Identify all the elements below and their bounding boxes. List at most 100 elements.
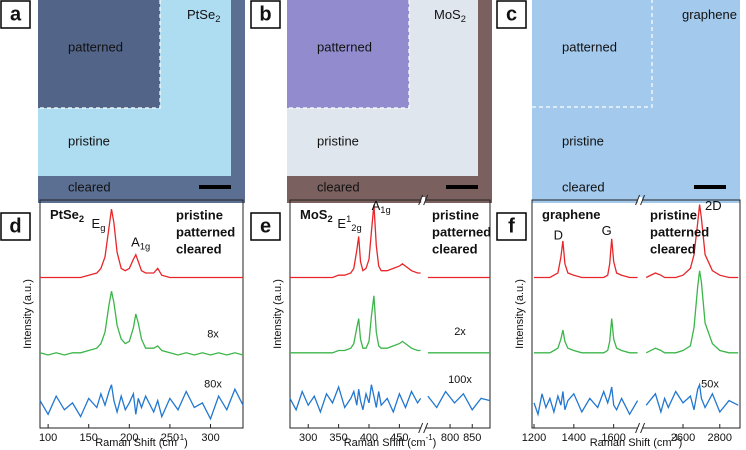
x-tick-label: 400 <box>360 432 378 444</box>
x-tick-label: 450 <box>390 432 408 444</box>
scale-bar <box>199 185 231 189</box>
scale-label: 2x <box>454 326 466 338</box>
legend-entry: cleared <box>650 241 696 256</box>
peak-label-base: D <box>554 228 563 243</box>
micrograph-patterned <box>38 0 160 108</box>
legend-entry: patterned <box>176 224 235 239</box>
x-axis-label-base: Raman Shift (cm <box>95 437 177 449</box>
x-tick-label: 200 <box>120 432 138 444</box>
axis-break-gap <box>421 197 426 431</box>
peak-label-sub: 2g <box>351 224 361 234</box>
peak-label: Eg <box>92 217 106 234</box>
axis-break-gap <box>638 197 643 431</box>
x-tick-label: 2800 <box>708 432 732 444</box>
legend-entry: pristine <box>176 207 223 222</box>
peak-label-base: G <box>602 223 612 238</box>
x-tick-label: 150 <box>80 432 98 444</box>
axis-break-mark <box>418 194 424 206</box>
x-axis-label-sup: -1 <box>177 433 185 442</box>
peak-label-sub: g <box>100 224 105 234</box>
region-label: pristine <box>562 133 604 148</box>
peak-label: D <box>554 228 563 243</box>
chart-title: MoS2 <box>300 207 333 224</box>
legend-entry: pristine <box>432 207 479 222</box>
peak-label: A1g <box>131 235 150 252</box>
x-axis-label: Raman Shift (cm-1) <box>95 433 188 449</box>
micrograph-patterned <box>532 0 652 108</box>
legend-entry: patterned <box>650 224 709 239</box>
axis-break-mark <box>418 422 424 434</box>
x-tick-label: 1200 <box>522 432 546 444</box>
peak-label-base: E <box>92 217 101 232</box>
panel-label-box <box>250 0 281 29</box>
axis-break-mark <box>423 422 429 434</box>
scale-label: 80x <box>204 379 222 391</box>
axis-break-mark <box>640 194 646 206</box>
x-axis-label-end: ) <box>184 437 188 449</box>
region-label: cleared <box>562 179 605 194</box>
peak-label-sup: 1 <box>346 215 351 225</box>
material-label: graphene <box>682 7 737 22</box>
plot-frame <box>39 199 244 429</box>
panel-label-box <box>0 212 31 241</box>
x-axis-label-base: Raman Shift (cm <box>590 437 672 449</box>
axis-break-mark <box>640 422 646 434</box>
x-tick-label: 300 <box>299 432 317 444</box>
x-axis-label-base: Raman Shift (cm <box>344 437 426 449</box>
scale-label: 50x <box>701 379 719 391</box>
panel-label-box <box>250 212 281 241</box>
scale-bar <box>446 185 478 189</box>
material-label-base: graphene <box>682 7 737 22</box>
pattern-border <box>287 0 410 109</box>
panel-label: e <box>260 215 271 237</box>
x-axis-label-sup: -1 <box>672 433 680 442</box>
material-label-sub: 2 <box>215 14 220 24</box>
scale-label: 8x <box>207 328 219 340</box>
pattern-border <box>532 0 653 108</box>
peak-label: E12g <box>337 215 361 234</box>
region-label: cleared <box>68 179 111 194</box>
x-tick-label: 850 <box>463 432 481 444</box>
legend-entry: cleared <box>176 241 222 256</box>
panel-label-box <box>496 0 527 29</box>
peak-label-base: A <box>372 198 381 213</box>
region-label: pristine <box>317 133 359 148</box>
spectrum-line <box>39 384 244 421</box>
material-label: MoS2 <box>434 7 466 24</box>
x-axis-label: Raman Shift (cm-1) <box>344 433 437 449</box>
peak-label: G <box>602 223 612 238</box>
material-label-base: MoS <box>434 7 461 22</box>
x-tick-label: 100 <box>39 432 57 444</box>
region-label: patterned <box>317 39 372 54</box>
plot-frame <box>289 199 491 429</box>
x-tick-label: 1600 <box>601 432 625 444</box>
scale-bar <box>694 185 726 189</box>
region-label: cleared <box>317 179 360 194</box>
spectrum-line <box>289 384 491 414</box>
chart-title-sub: 2 <box>327 214 332 224</box>
x-tick-label: 1400 <box>562 432 586 444</box>
scale-label: 100x <box>448 374 472 386</box>
spectrum-line <box>534 270 739 354</box>
x-tick-label: 350 <box>329 432 347 444</box>
x-tick-label: 300 <box>201 432 219 444</box>
micrograph-patterned <box>287 0 409 108</box>
x-axis-label-sup: -1 <box>426 433 434 442</box>
x-tick-label: 2600 <box>671 432 695 444</box>
x-axis-label: Raman Shift (cm-1) <box>590 433 683 449</box>
chart-title-sub: 2 <box>79 214 84 224</box>
chart-title: graphene <box>542 207 601 222</box>
chart-title-base: MoS <box>300 207 328 222</box>
region-label: patterned <box>68 39 123 54</box>
plot-frame <box>531 199 741 429</box>
panel-label: a <box>10 3 22 25</box>
panel-label-box <box>0 0 31 29</box>
axis-break-mark <box>635 194 641 206</box>
region-label: pristine <box>68 133 110 148</box>
x-axis-label-end: ) <box>679 437 683 449</box>
spectrum-line <box>533 382 739 417</box>
spectrum-line <box>40 208 243 279</box>
material-label-base: PtSe <box>187 7 215 22</box>
x-tick-label: 250 <box>161 432 179 444</box>
